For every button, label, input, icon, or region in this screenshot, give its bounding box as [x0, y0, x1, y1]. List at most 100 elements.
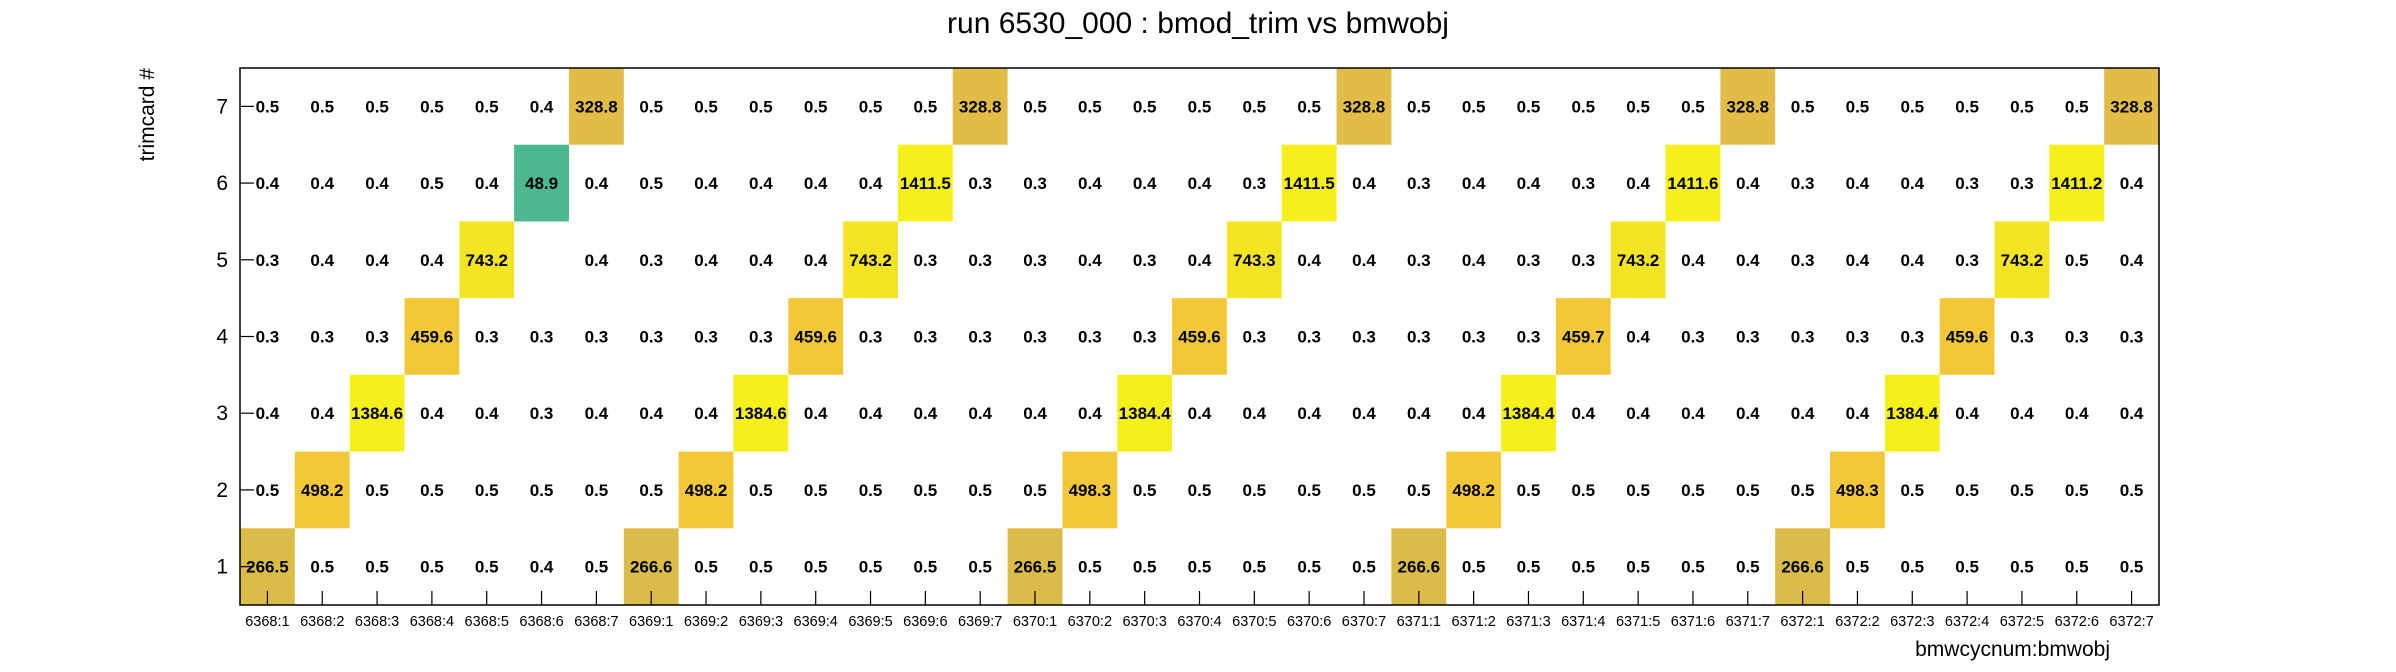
cell-value-label: 0.3: [1955, 251, 1979, 270]
x-tick-label: 6370:2: [1068, 614, 1112, 630]
cell-value-label: 743.2: [2001, 251, 2044, 270]
cell-value-label: 0.5: [1023, 97, 1047, 116]
x-tick-label: 6372:5: [2000, 614, 2044, 630]
cell-value-label: 0.4: [1736, 251, 1760, 270]
cell-value-label: 0.5: [1681, 97, 1705, 116]
cell-value-label: 498.3: [1836, 481, 1879, 500]
cell-value-label: 0.4: [1626, 328, 1650, 347]
cell-value-label: 0.4: [256, 404, 280, 423]
cell-value-label: 0.4: [859, 174, 883, 193]
cell-value-label: 459.6: [1946, 328, 1989, 347]
cell-value-label: 0.5: [365, 97, 389, 116]
chart-title: run 6530_000 : bmod_trim vs bmwobj: [947, 7, 1449, 40]
cell-value-label: 0.5: [1955, 97, 1979, 116]
cell-value-label: 0.5: [420, 174, 444, 193]
cell-value-label: 0.4: [1626, 404, 1650, 423]
cell-value-label: 0.4: [1188, 404, 1212, 423]
cell-value-label: 1384.6: [735, 404, 787, 423]
cell-value-label: 0.5: [1791, 97, 1815, 116]
cell-value-label: 0.5: [2010, 481, 2034, 500]
x-tick-label: 6369:3: [739, 614, 783, 630]
cell-value-label: 0.5: [639, 174, 663, 193]
heatmap-cell: [1062, 451, 1118, 529]
cell-value-label: 0.4: [1846, 174, 1870, 193]
cell-value-label: 0.3: [914, 251, 938, 270]
cell-value-label: 0.3: [1078, 328, 1102, 347]
cell-value-label: 0.5: [256, 97, 280, 116]
cell-value-label: 0.5: [420, 558, 444, 577]
heatmap-cell: [1994, 221, 2050, 299]
cell-value-label: 0.4: [585, 251, 609, 270]
cell-value-label: 0.5: [694, 558, 718, 577]
x-tick-label: 6368:6: [519, 614, 563, 630]
cell-value-label: 0.3: [1955, 174, 1979, 193]
cell-value-label: 0.3: [1023, 174, 1047, 193]
heatmap-cell: [1281, 144, 1337, 222]
cell-value-label: 0.5: [968, 558, 992, 577]
cell-value-label: 0.4: [2010, 404, 2034, 423]
cell-value-label: 498.2: [1452, 481, 1495, 500]
cell-value-label: 1384.4: [1886, 404, 1939, 423]
cell-value-label: 0.4: [1517, 174, 1541, 193]
cell-value-label: 0.3: [530, 328, 554, 347]
cell-value-label: 0.3: [694, 328, 718, 347]
cell-value-label: 266.6: [1781, 558, 1824, 577]
x-tick-label: 6369:2: [684, 614, 728, 630]
cell-value-label: 0.5: [310, 97, 334, 116]
cell-value-label: 0.5: [1297, 558, 1321, 577]
cell-value-label: 0.5: [420, 97, 444, 116]
x-tick-label: 6370:7: [1342, 614, 1386, 630]
cell-value-label: 0.3: [968, 328, 992, 347]
x-tick-label: 6368:7: [574, 614, 618, 630]
heatmap-cell: [1555, 298, 1611, 375]
cell-value-label: 0.4: [2120, 251, 2144, 270]
x-tick-label: 6369:4: [794, 614, 838, 630]
cell-value-label: 0.3: [1243, 174, 1267, 193]
cell-value-label: 0.4: [749, 174, 773, 193]
cell-value-label: 0.5: [1243, 481, 1267, 500]
heatmap-cell: [1939, 298, 1995, 375]
cell-value-label: 0.4: [1846, 404, 1870, 423]
cell-value-label: 0.3: [1791, 251, 1815, 270]
cell-value-label: 0.4: [1626, 174, 1650, 193]
cell-value-label: 0.3: [639, 328, 663, 347]
y-tick-label: 7: [216, 95, 228, 118]
cell-value-label: 0.5: [256, 481, 280, 500]
x-tick-label: 6372:7: [2109, 614, 2153, 630]
cell-value-label: 0.5: [420, 481, 444, 500]
heatmap-cell: [1117, 374, 1173, 452]
cell-value-label: 0.5: [1188, 558, 1212, 577]
cell-value-label: 0.4: [859, 404, 883, 423]
heatmap-cell: [1446, 451, 1502, 529]
cell-value-label: 0.5: [1626, 97, 1650, 116]
heatmap-cell: [952, 68, 1008, 145]
cell-value-label: 328.8: [575, 97, 618, 116]
cell-value-label: 0.3: [968, 251, 992, 270]
cell-value-label: 0.5: [914, 558, 938, 577]
cell-value-label: 0.5: [1078, 558, 1102, 577]
cell-value-label: 498.2: [685, 481, 728, 500]
x-tick-label: 6368:2: [300, 614, 344, 630]
cell-value-label: 459.6: [794, 328, 837, 347]
cell-value-label: 0.4: [1188, 251, 1212, 270]
cell-value-label: 0.3: [475, 328, 499, 347]
heatmap-cell: [349, 374, 405, 452]
cell-value-label: 0.4: [1352, 404, 1376, 423]
cell-value-label: 0.4: [530, 558, 554, 577]
heatmap-cell: [678, 451, 734, 529]
cell-value-label: 0.5: [1462, 97, 1486, 116]
cell-value-label: 0.3: [2010, 174, 2034, 193]
cell-value-label: 0.3: [1407, 328, 1431, 347]
cell-value-label: 266.5: [1014, 558, 1057, 577]
cell-value-label: 0.5: [914, 97, 938, 116]
x-tick-label: 6369:1: [629, 614, 673, 630]
cell-value-label: 0.5: [1352, 558, 1376, 577]
cell-value-label: 0.5: [365, 481, 389, 500]
cell-value-label: 0.3: [1462, 328, 1486, 347]
x-tick-label: 6368:1: [245, 614, 289, 630]
cell-value-label: 743.2: [465, 251, 508, 270]
heatmap-cell: [843, 221, 898, 299]
cell-value-label: 0.5: [1626, 481, 1650, 500]
cell-value-label: 0.5: [1188, 97, 1212, 116]
cell-value-label: 0.4: [694, 404, 718, 423]
